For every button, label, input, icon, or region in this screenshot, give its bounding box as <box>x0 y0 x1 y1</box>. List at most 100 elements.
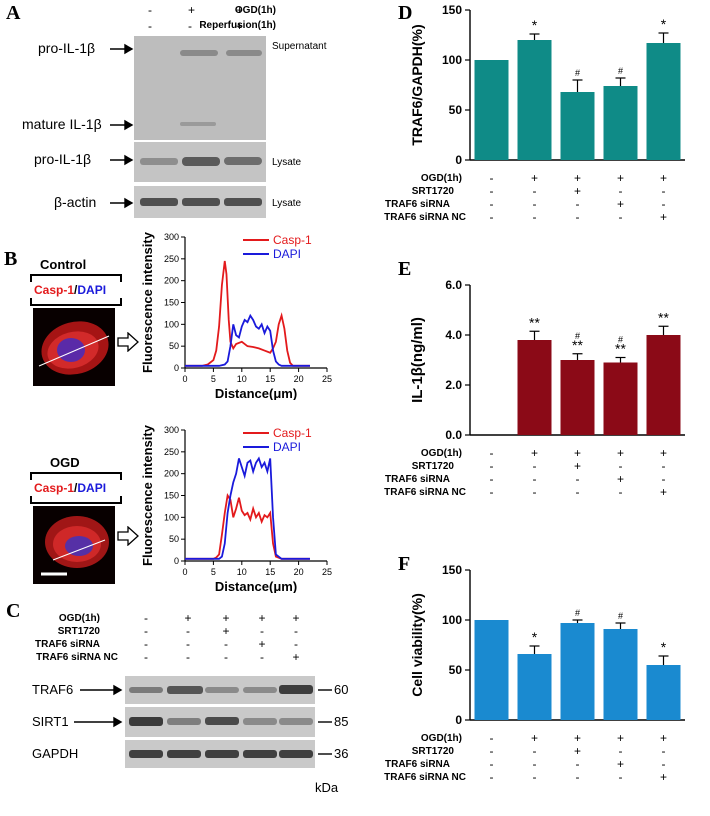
blot-band <box>243 718 277 725</box>
treatment-sign: + <box>660 485 667 499</box>
control-cell-image <box>33 308 115 386</box>
treatment-sign: - <box>662 757 666 771</box>
line-plot-ogd: 0 50 100 150 200 250 300 0 5 10 15 20 25 Distance(μm)… <box>140 424 332 593</box>
treatment-sign: + <box>660 210 667 224</box>
blot-band <box>167 686 203 694</box>
blot-band <box>243 687 277 693</box>
blot-band <box>140 198 178 206</box>
blot-band <box>279 685 313 694</box>
treatment-sign: + <box>531 731 538 745</box>
blot-band <box>226 50 262 56</box>
treatment-sign: - <box>490 770 494 784</box>
treatment-sign: + <box>222 624 229 638</box>
y-tick-label: 100 <box>164 319 179 329</box>
x-tick-label: 5 <box>211 567 216 577</box>
line-plot-control: 0 50 100 150 200 250 300 0 5 10 15 20 25 Distance(μm)… <box>140 231 332 400</box>
significance-mark: * <box>532 17 538 33</box>
treatment-sign: - <box>490 184 494 198</box>
treatment-sign: - <box>260 624 264 638</box>
y-tick-label: 150 <box>164 491 179 501</box>
x-tick-label: 10 <box>237 567 247 577</box>
bar <box>603 362 638 435</box>
band-label-gapdh: GAPDH <box>32 746 79 761</box>
ogd-cell-image <box>33 506 115 584</box>
y-tick-label: 50 <box>449 103 463 117</box>
arrows-a <box>110 43 134 209</box>
treatment-sign: - <box>662 472 666 486</box>
y-tick-label: 150 <box>164 298 179 308</box>
significance-mark: * <box>661 16 667 32</box>
band-label-traf6: TRAF6 <box>32 682 74 697</box>
treatment-sign: - <box>490 171 494 185</box>
treatment-sign: + <box>574 744 581 758</box>
control-stain-label: Casp-1/DAPI <box>34 283 106 297</box>
treatment-label: SRT1720 <box>58 626 101 637</box>
y-tick-label: 0 <box>455 713 462 727</box>
y-axis-label: IL-1β(ng/ml) <box>409 317 426 403</box>
blot-traf6 <box>125 676 315 704</box>
treatment-sign: - <box>533 472 537 486</box>
y-tick-label: 250 <box>164 447 179 457</box>
series-line-dapi <box>185 313 310 367</box>
treatment-sign: + <box>574 171 581 185</box>
treatment-sign: - <box>186 624 190 638</box>
treatment-sign: + <box>617 446 624 460</box>
bar <box>560 623 595 720</box>
treatment-label: OGD(1h) <box>421 173 462 184</box>
panel-letter-a: A <box>6 2 21 24</box>
treatment-sign: - <box>144 611 148 625</box>
treatment-table-svg: OGD(1h) - + + + +SRT1720- - + - -TRAF6 siRNA - - - + -… <box>35 611 300 664</box>
treatment-sign: - <box>619 770 623 784</box>
bar <box>474 620 509 720</box>
treatment-sign: - <box>619 459 623 473</box>
y-tick-label: 300 <box>164 425 179 435</box>
ogd-stain-label: Casp-1/DAPI <box>34 481 106 495</box>
fraction-lysate: Lysate <box>272 198 302 209</box>
treatment-label: TRAF6 siRNA NC <box>384 487 466 498</box>
treatment-label: OGD(1h) <box>59 613 100 624</box>
y-tick-label: 150 <box>442 563 462 577</box>
significance-mark: ** <box>615 341 626 357</box>
bar <box>560 360 595 435</box>
treatment-sign: + <box>574 184 581 198</box>
treatment-sign: + <box>617 171 624 185</box>
mw-unit: kDa <box>315 780 339 795</box>
treatment-sign: - <box>490 757 494 771</box>
treatment-sign: + <box>660 770 667 784</box>
significance-mark: # <box>618 611 623 621</box>
treatment-sign: + <box>184 611 191 625</box>
treatment-sign: - <box>662 197 666 211</box>
stain-casp1: Casp-1 <box>34 481 75 495</box>
treatment-sign: + <box>574 446 581 460</box>
treatment-sign: - <box>619 485 623 499</box>
fraction-lysate: Lysate <box>272 157 302 168</box>
treatment-sign: + <box>660 171 667 185</box>
mw-36: 36 <box>334 746 349 761</box>
y-tick-label: 150 <box>442 3 462 17</box>
panel-c: C OGD(1h) - + + + + SRT1720- - + - - TRAF6 siRNA - - -… <box>0 600 360 816</box>
y-tick-label: 100 <box>442 613 462 627</box>
panel-letter-b: B <box>4 248 18 270</box>
treatment-sign: - <box>224 650 228 664</box>
blot-band <box>205 687 239 693</box>
x-tick-label: 20 <box>294 374 304 384</box>
treatment-sign: - <box>144 650 148 664</box>
sign-a-0-2: + <box>236 3 244 17</box>
treatment-sign: - <box>533 210 537 224</box>
significance-mark: # <box>618 66 623 76</box>
treatment-sign: - <box>662 184 666 198</box>
blot-lysate-prol1b <box>134 142 266 182</box>
treatment-sign: - <box>294 624 298 638</box>
blot-band <box>205 717 239 725</box>
treatment-sign: + <box>617 197 624 211</box>
bar-chart-il1b: 0.02.04.06.0IL-1β(ng/ml) ****#**#**OGD(1h… <box>384 278 685 499</box>
bar <box>560 92 595 160</box>
band-label-sirt1: SIRT1 <box>32 714 69 729</box>
y-axis-label: Fluorescence intensity <box>140 424 155 566</box>
treatment-sign: + <box>617 731 624 745</box>
treatment-sign: + <box>660 446 667 460</box>
y-tick-label: 0 <box>455 153 462 167</box>
blot-band <box>182 198 220 206</box>
